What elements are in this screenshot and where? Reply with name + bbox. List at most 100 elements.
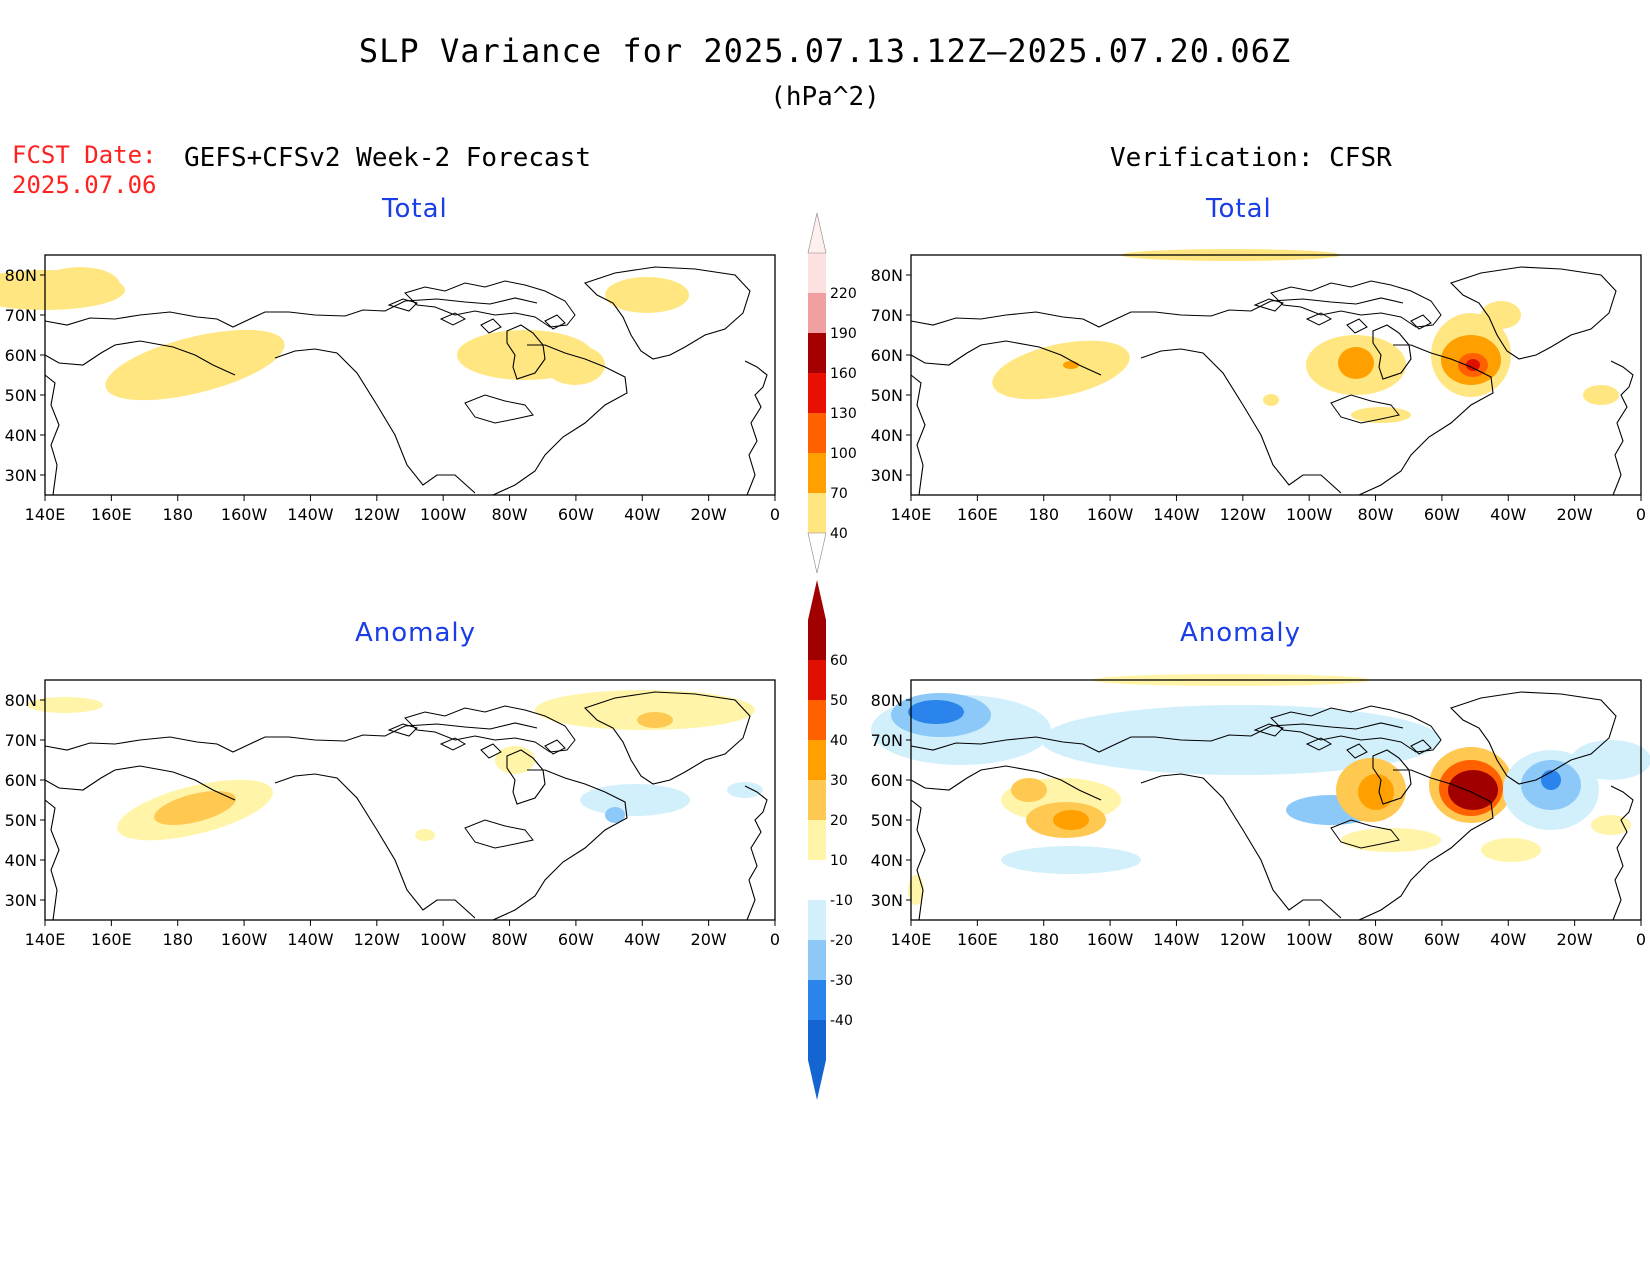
- contour-region: [105, 329, 285, 401]
- lat-tick-label: 40N: [5, 851, 37, 870]
- lon-tick-label: 140E: [25, 930, 66, 949]
- contour-region: [727, 782, 763, 798]
- lat-tick-label: 80N: [5, 691, 37, 710]
- colorbar-segment: [808, 980, 826, 1020]
- anomaly-colorbar: -40 -30 -20 -10 10 20 30 40 50 60: [808, 580, 853, 1100]
- lon-tick-label: 40W: [624, 930, 660, 949]
- panel-title-fcst-anomaly: Anomaly: [355, 618, 477, 648]
- contour-region: [1338, 347, 1374, 379]
- colorbar-segment: [808, 620, 826, 660]
- axis-ticks: 140E 160E 180 160W 140W 120W 100W 80W 60W 40W 20W 0…: [871, 691, 1646, 949]
- lat-tick-label: 30N: [5, 466, 37, 485]
- contour-region: [908, 875, 924, 905]
- colorbar-segment: [808, 413, 826, 453]
- map-verif-total: 140E 160E 180 160W 140W 120W 100W 80W 60W 40W 20W 0…: [871, 249, 1646, 524]
- lon-tick-label: 160W: [1087, 505, 1134, 524]
- lon-tick-label: 180: [162, 505, 193, 524]
- lat-tick-label: 60N: [5, 346, 37, 365]
- lon-tick-label: 0: [770, 505, 780, 524]
- colorbar-tick-label: -40: [830, 1013, 853, 1029]
- colorbar-segment: [808, 1020, 826, 1060]
- lat-tick-label: 70N: [871, 731, 903, 750]
- contour-region: [1448, 770, 1498, 810]
- lon-tick-label: 140W: [287, 930, 334, 949]
- colorbar-tick-label: 190: [830, 326, 857, 342]
- fcst-date-value: 2025.07.06: [12, 171, 157, 199]
- colorbar-tick-label: 100: [830, 446, 857, 462]
- variance-contours: [0, 267, 689, 401]
- contour-region: [1466, 359, 1480, 371]
- contour-region: [1263, 394, 1279, 406]
- colorbar-segment: [808, 373, 826, 413]
- colorbar-tick-label: 10: [830, 853, 848, 869]
- contour-region: [415, 829, 435, 841]
- lon-tick-label: 160E: [91, 505, 132, 524]
- lon-tick-label: 100W: [1286, 930, 1333, 949]
- lon-tick-label: 20W: [1557, 930, 1593, 949]
- colorbar-segment: [808, 860, 826, 900]
- contour-region: [1001, 846, 1141, 874]
- axis-ticks: 140E 160E 180 160W 140W 120W 100W 80W 60W 40W 20W 0…: [871, 266, 1646, 524]
- lon-tick-label: 140W: [1153, 505, 1200, 524]
- colorbar-tick-label: -10: [830, 893, 853, 909]
- colorbar-segment: [808, 900, 826, 940]
- contour-region: [1358, 774, 1394, 810]
- lat-tick-label: 50N: [5, 811, 37, 830]
- lat-tick-label: 60N: [5, 771, 37, 790]
- lat-tick-label: 50N: [5, 386, 37, 405]
- lon-tick-label: 140E: [891, 930, 932, 949]
- lon-tick-label: 20W: [1557, 505, 1593, 524]
- colorbar-tick-label: 60: [830, 653, 848, 669]
- lat-tick-label: 80N: [5, 266, 37, 285]
- left-column-header: GEFS+CFSv2 Week-2 Forecast: [184, 143, 591, 173]
- map-fcst-anomaly: 140E 160E 180 160W 140W 120W 100W 80W 60W 40W 20W 0…: [5, 679, 780, 949]
- contour-region: [1583, 385, 1619, 405]
- contour-region: [1011, 778, 1047, 802]
- lon-tick-label: 0: [1636, 505, 1646, 524]
- lon-tick-label: 0: [770, 930, 780, 949]
- colorbar-segment: [808, 820, 826, 860]
- colorbar-tick-label: 220: [830, 286, 857, 302]
- contour-region: [1541, 770, 1561, 790]
- lon-tick-label: 120W: [354, 505, 401, 524]
- colorbar-tick-label: 40: [830, 733, 848, 749]
- lon-tick-label: 120W: [1220, 505, 1267, 524]
- lat-tick-label: 60N: [871, 771, 903, 790]
- colorbar-tick-label: 20: [830, 813, 848, 829]
- colorbar-segment: [808, 293, 826, 333]
- contour-region: [1041, 705, 1441, 775]
- colorbar-tick-label: 160: [830, 366, 857, 382]
- lat-tick-label: 50N: [871, 811, 903, 830]
- fcst-date-label: FCST Date:: [12, 141, 157, 169]
- contour-region: [605, 807, 625, 823]
- panel-title-verif-total: Total: [1206, 194, 1272, 224]
- colorbar-tick-label: 50: [830, 693, 848, 709]
- panel-title-fcst-total: Total: [382, 194, 448, 224]
- colorbar-tick-label: 130: [830, 406, 857, 422]
- lon-tick-label: 140W: [287, 505, 334, 524]
- lat-tick-label: 60N: [871, 346, 903, 365]
- fcst-date-block: FCST Date: 2025.07.06: [12, 140, 157, 200]
- colorbar-tick-label: -20: [830, 933, 853, 949]
- contour-region: [1063, 361, 1079, 369]
- contour-region: [637, 712, 673, 728]
- map-fcst-total: 140E 160E 180 160W 140W 120W 100W 80W 60W 40W 20W 0…: [0, 254, 780, 524]
- colorbar-segment: [808, 253, 826, 293]
- contour-region: [992, 340, 1130, 400]
- lat-tick-label: 30N: [871, 466, 903, 485]
- contour-region: [1053, 810, 1089, 830]
- colorbar-segment: [808, 700, 826, 740]
- lon-tick-label: 100W: [1286, 505, 1333, 524]
- anomaly-contours: [27, 690, 763, 841]
- colorbar-tick-label: 30: [830, 773, 848, 789]
- lat-tick-label: 30N: [5, 891, 37, 910]
- map-verif-anomaly: 140E 160E 180 160W 140W 120W 100W 80W 60W 40W 20W 0…: [871, 674, 1650, 949]
- lon-tick-label: 180: [1028, 930, 1059, 949]
- colorbar-segment: [808, 333, 826, 373]
- lon-tick-label: 80W: [491, 930, 527, 949]
- lat-tick-label: 80N: [871, 691, 903, 710]
- lat-tick-label: 50N: [871, 386, 903, 405]
- colorbar-segment: [808, 660, 826, 700]
- colorbar-tick-label: 70: [830, 486, 848, 502]
